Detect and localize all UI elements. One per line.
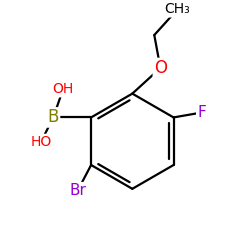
Text: B: B — [48, 108, 59, 126]
Text: O: O — [154, 59, 167, 77]
Text: CH₃: CH₃ — [164, 2, 190, 16]
Text: HO: HO — [30, 135, 52, 149]
Text: Br: Br — [69, 183, 86, 198]
Text: OH: OH — [52, 82, 74, 96]
Text: F: F — [197, 105, 206, 120]
